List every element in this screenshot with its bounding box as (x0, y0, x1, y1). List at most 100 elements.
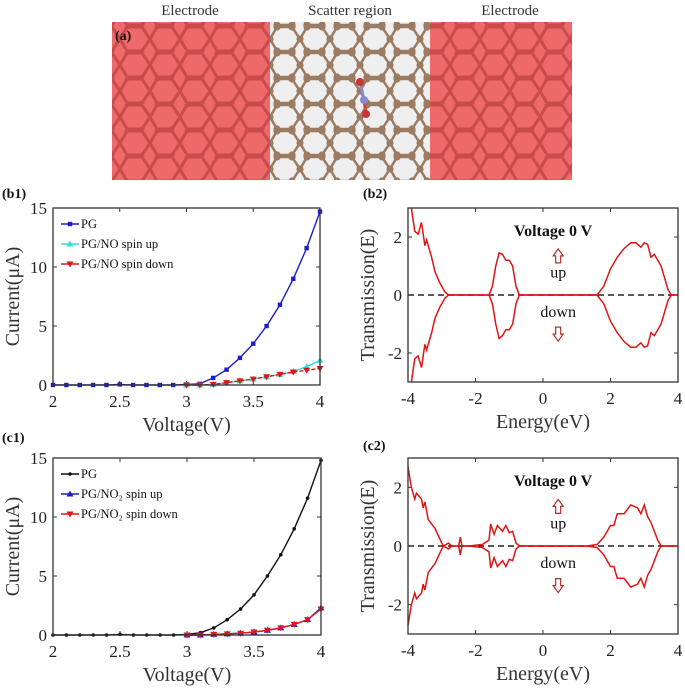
legend-marker (66, 261, 74, 268)
data-point (237, 630, 245, 637)
charts: (b1) 2 2.5 3 3.5 4 0 5 10 15 Voltage(V) Current(μA)… (2, 187, 683, 686)
data-point (289, 369, 297, 376)
plot-frame (407, 207, 679, 383)
panel-a: Electrode Scatter region Electrode (a) (112, 3, 572, 180)
data-point (211, 375, 216, 381)
no-molecule (356, 78, 370, 118)
data-point (290, 621, 298, 628)
transmission-down-line (410, 294, 678, 383)
scatter-region-structure (270, 22, 430, 180)
data-point (225, 617, 229, 622)
x-tick-label: 3.5 (243, 392, 264, 411)
data-point (212, 626, 216, 630)
data-point (277, 625, 285, 632)
y-tick-label: 15 (30, 199, 47, 218)
down-arrow-icon (552, 326, 565, 343)
x-tick-label: -4 (401, 641, 416, 660)
legend-label: PG (81, 467, 97, 481)
x-axis-label: Energy(eV) (496, 663, 590, 685)
transmission-down-line (407, 544, 678, 626)
chart-title: Voltage 0 V (514, 223, 593, 240)
data-point (292, 527, 297, 531)
legend-marker (67, 221, 73, 227)
data-point (264, 323, 269, 329)
data-point (238, 607, 243, 611)
x-axis-label: Voltage(V) (142, 414, 231, 436)
y-tick-label: 2 (394, 228, 403, 247)
data-point (277, 302, 283, 307)
legend-marker (68, 472, 72, 476)
x-tick-label: 2 (606, 389, 615, 408)
panel-label-b1: (b1) (2, 187, 26, 202)
x-tick-label: 3 (183, 642, 192, 661)
y-axis-label: Current(μA) (2, 497, 24, 597)
chart-b2: (b2) -4 -2 0 2 4 -2 0 2 Energy(eV) Transmission(E)… (357, 187, 683, 433)
x-tick-label: 3.5 (243, 642, 264, 661)
x-tick-label: 0 (539, 389, 548, 408)
plot-frame (52, 457, 322, 636)
data-point (304, 245, 309, 251)
left-electrode-structure (112, 22, 270, 180)
header-scatter-region: Scatter region (308, 3, 392, 19)
data-point (263, 374, 271, 381)
x-axis-label: Voltage(V) (143, 664, 232, 686)
down-label: down (540, 304, 576, 321)
up-arrow-icon (552, 247, 565, 264)
y-tick-label: 10 (30, 508, 47, 527)
x-tick-label: -4 (401, 389, 416, 408)
y-tick-label: 0 (39, 626, 48, 645)
down-label: down (540, 555, 576, 572)
y-tick-label: 0 (394, 537, 403, 556)
legend-marker (66, 511, 74, 518)
y-tick-label: 10 (30, 258, 47, 277)
plot-frame (52, 207, 321, 386)
legend-marker (66, 240, 74, 247)
data-point (249, 376, 257, 383)
x-tick-label: 4 (316, 392, 325, 411)
data-point (252, 593, 256, 597)
data-point (279, 552, 283, 557)
legend-label: PG/NO₂ spin down (81, 507, 178, 521)
y-tick-label: -2 (388, 344, 402, 363)
data-point (251, 341, 256, 346)
panel-label-c1: (c1) (2, 431, 25, 446)
x-tick-label: 3 (182, 392, 191, 411)
legend-label: PG/NO₂ spin up (81, 487, 162, 501)
x-tick-label: 2 (606, 641, 615, 660)
data-point (224, 367, 229, 372)
x-tick-label: 2.5 (109, 642, 130, 661)
x-tick-label: -2 (468, 389, 482, 408)
up-label: up (550, 265, 566, 282)
x-tick-label: 4 (674, 641, 683, 660)
x-tick-label: 4 (317, 642, 326, 661)
up-arrow-icon (552, 498, 565, 514)
data-point (303, 363, 311, 370)
plot-frame (407, 457, 679, 635)
legend-label: PG/NO spin down (81, 257, 174, 271)
x-tick-label: 2 (49, 392, 58, 411)
data-point (223, 380, 231, 387)
panel-label-b2: (b2) (363, 187, 387, 202)
y-tick-label: 2 (394, 478, 403, 497)
y-axis-label: Current(μA) (2, 247, 24, 347)
data-point (276, 371, 284, 378)
y-tick-label: 5 (39, 317, 48, 336)
y-axis-label: Transmission(E) (357, 480, 379, 613)
right-electrode-structure (430, 22, 572, 180)
y-tick-label: 15 (30, 449, 47, 468)
down-arrow-icon (552, 578, 565, 594)
legend-label: PG (81, 217, 97, 231)
x-tick-label: 0 (539, 641, 548, 660)
data-point (237, 355, 243, 361)
data-point (223, 631, 231, 638)
chart-c1: (c1) 2 2.5 3 3.5 4 0 5 10 15 Voltage(V) Current(μA)… (2, 431, 326, 686)
y-tick-label: 0 (39, 376, 48, 395)
legend-marker (66, 490, 74, 497)
panel-label-c2: (c2) (363, 439, 386, 454)
data-point (291, 276, 296, 281)
header-left-electrode: Electrode (161, 3, 219, 19)
x-tick-label: -2 (468, 641, 482, 660)
y-tick-label: -2 (388, 596, 402, 615)
x-tick-label: 2.5 (109, 392, 130, 411)
